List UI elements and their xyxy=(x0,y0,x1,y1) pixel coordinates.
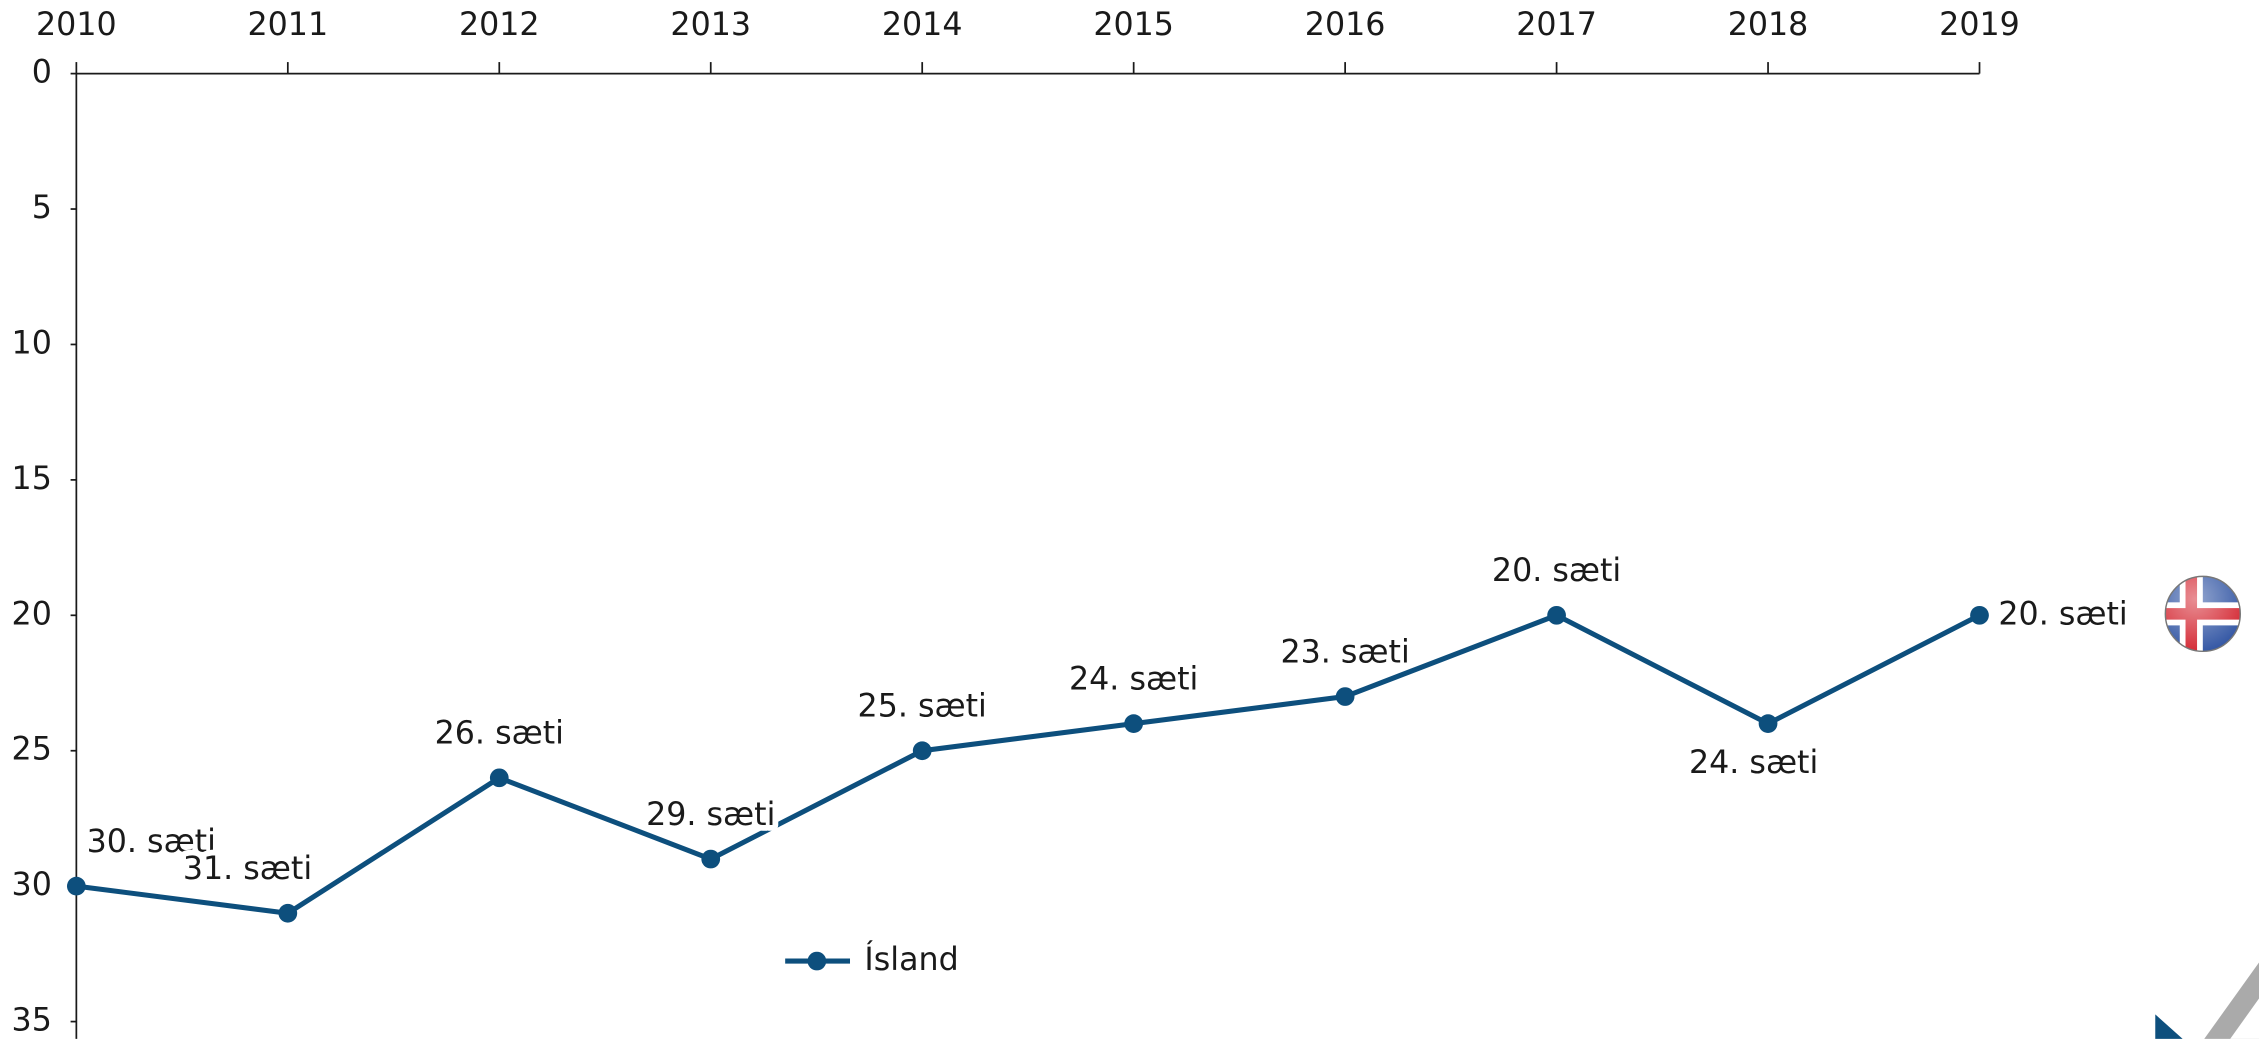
data-point xyxy=(1124,714,1144,734)
data-point xyxy=(1970,605,1989,625)
x-tick-label: 2014 xyxy=(882,7,963,43)
data-label: 26. sæti xyxy=(435,716,564,752)
data-label: 25. sæti xyxy=(858,689,987,725)
legend-label: Ísland xyxy=(864,940,958,978)
y-tick-label: 35 xyxy=(12,1003,52,1039)
data-label: 23. sæti xyxy=(1280,634,1409,670)
data-point xyxy=(1335,687,1355,706)
y-tick-label: 20 xyxy=(12,596,52,632)
x-tick-label: 2010 xyxy=(36,7,117,43)
y-tick-label: 30 xyxy=(12,867,52,903)
data-label: 31. sæti xyxy=(183,851,312,887)
data-point xyxy=(912,741,932,761)
x-tick-label: 2019 xyxy=(1939,7,2020,43)
data-label: 20. sæti xyxy=(1492,553,1621,589)
y-tick-label: 5 xyxy=(32,190,52,226)
x-tick-label: 2013 xyxy=(670,7,751,43)
y-tick-label: 0 xyxy=(32,55,52,91)
data-label: 24. sæti xyxy=(1689,745,1818,781)
y-tick-label: 10 xyxy=(12,325,52,361)
data-point xyxy=(278,903,298,923)
data-label: 30. sæti xyxy=(87,824,216,860)
x-tick-label: 2012 xyxy=(459,7,540,43)
data-point xyxy=(66,876,86,896)
flag-rim xyxy=(2164,575,2241,653)
x-tick-label: 2015 xyxy=(1093,7,1174,43)
data-point xyxy=(1547,605,1566,625)
data-label: 24. sæti xyxy=(1069,661,1198,697)
legend-marker xyxy=(807,951,827,971)
x-tick-label: 2011 xyxy=(247,7,328,43)
data-point xyxy=(1758,714,1778,734)
y-tick-label: 15 xyxy=(12,461,52,497)
data-label: 29. sæti xyxy=(646,797,775,833)
x-tick-label: 2018 xyxy=(1728,7,1809,43)
x-tick-label: 2016 xyxy=(1305,7,1386,43)
data-point xyxy=(701,849,721,869)
flag-icon xyxy=(2165,576,2241,652)
y-tick-label: 25 xyxy=(12,732,52,768)
series-line xyxy=(76,612,1981,916)
data-label: 20. sæti xyxy=(1998,596,2127,632)
data-point xyxy=(489,768,509,788)
x-tick-label: 2017 xyxy=(1516,7,1597,43)
logo xyxy=(2155,962,2259,1039)
